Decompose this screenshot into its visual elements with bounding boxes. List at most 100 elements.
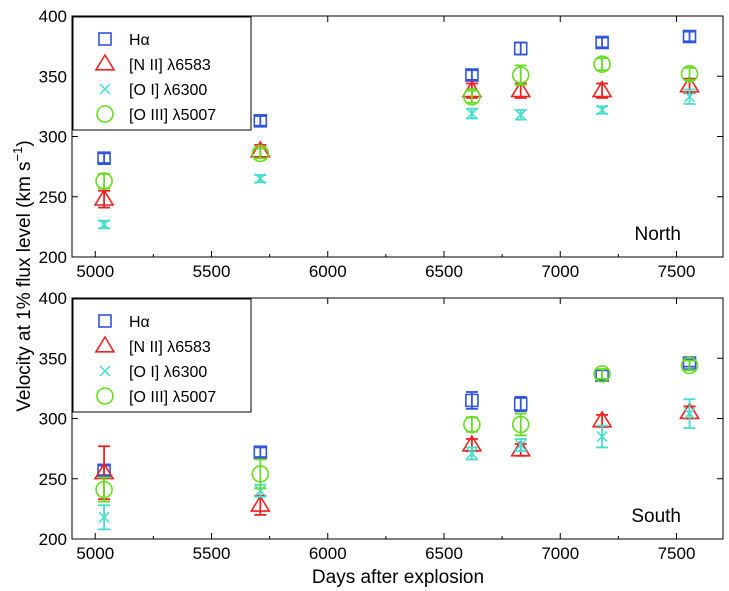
data-point-x-stroke-b	[98, 511, 110, 523]
y-axis-title-main: Velocity at 1% flux level (km s	[14, 161, 35, 411]
panel-label-south: South	[631, 506, 681, 527]
data-point-x	[254, 173, 266, 185]
data-point-x	[683, 408, 696, 420]
data-point-x	[515, 439, 527, 451]
data-point-square	[513, 397, 528, 411]
legend-label: [N II] λ6583	[129, 339, 211, 356]
legend-label: Hα	[129, 314, 150, 331]
x-tick-label: 5000	[76, 544, 114, 563]
data-point-triangle	[249, 494, 271, 512]
data-point-circle	[511, 66, 530, 84]
legend-label: [O III] λ5007	[129, 107, 216, 124]
data-point-x	[466, 108, 478, 120]
y-tick-label: 300	[39, 128, 67, 147]
x-tick-label: 5500	[193, 262, 231, 281]
legend-label: [O I] λ6300	[129, 364, 207, 381]
panel-south: 5000 5500 6000 6500 7000 7500 200 250 300 350 400 H…	[39, 289, 724, 563]
data-point-x-stroke-b	[596, 431, 608, 443]
data-point-circle	[251, 144, 270, 163]
data-point-square	[253, 445, 268, 460]
y-tick-label: 200	[39, 530, 67, 549]
x-tick-label: 6000	[309, 262, 347, 281]
data-point-x	[596, 431, 608, 443]
y-tick-label: 200	[39, 248, 67, 267]
y-tick-label: 300	[39, 410, 67, 429]
data-point-x-stroke-b	[466, 447, 478, 459]
x-tick-label: 5000	[76, 262, 114, 281]
data-point-x-stroke-b	[683, 91, 696, 103]
data-point-square	[465, 393, 479, 408]
y-tick-label: 250	[39, 188, 67, 207]
x-axis-title: Days after explosion	[312, 567, 484, 588]
series-south-0	[97, 356, 697, 478]
series-north-3	[95, 55, 699, 190]
legend-marker-x-stroke-b	[99, 83, 111, 95]
legend-marker-x	[99, 83, 111, 95]
panel-label-north: North	[635, 224, 681, 245]
series-north-0	[97, 29, 697, 165]
legend-marker-circle	[96, 387, 114, 405]
data-point-circle	[680, 356, 699, 375]
data-point-x-stroke-b	[254, 485, 266, 497]
data-point-triangle	[510, 80, 532, 98]
legend-label: Hα	[129, 32, 150, 49]
y-axis-title-suffix: )	[14, 140, 35, 146]
data-point-circle	[511, 415, 530, 434]
y-tick-label: 400	[39, 7, 67, 26]
data-point-square	[513, 41, 528, 56]
data-point-x	[515, 109, 527, 121]
y-tick-label: 250	[39, 470, 67, 489]
x-tick-label: 7000	[541, 262, 579, 281]
series-south-1	[93, 401, 700, 516]
y-tick-label: 350	[39, 349, 67, 368]
legend-marker-circle	[96, 105, 114, 123]
data-point-x	[466, 447, 478, 459]
data-point-x	[98, 511, 110, 523]
data-point-circle	[95, 480, 113, 499]
data-point-x	[683, 91, 696, 103]
y-axis-title: Velocity at 1% flux level (km s−1)	[10, 140, 35, 411]
legend-box	[72, 298, 252, 413]
x-tick-label: 6500	[425, 544, 463, 563]
x-tick-label: 5500	[193, 544, 231, 563]
data-point-square	[253, 114, 268, 128]
data-point-x-stroke-b	[254, 173, 266, 185]
data-point-x-stroke-b	[466, 108, 478, 120]
data-point-square	[682, 29, 697, 44]
legend-marker-triangle	[94, 335, 116, 353]
data-point-x	[254, 485, 266, 497]
legend-box	[72, 16, 252, 131]
y-tick-label: 350	[39, 67, 67, 86]
legend-label: [N II] λ6583	[129, 57, 211, 74]
x-tick-label: 6000	[309, 544, 347, 563]
data-point-triangle	[510, 439, 532, 457]
legend-label: [O I] λ6300	[129, 82, 207, 99]
panel-north: 5000 5500 6000 6500 7000 7500 200 250 300 350 400 H…	[39, 7, 724, 281]
x-tick-label: 6500	[425, 262, 463, 281]
data-point-circle	[463, 415, 481, 434]
series-north-2	[98, 88, 696, 230]
y-axis-title-superscript: −1	[10, 147, 25, 162]
data-point-triangle	[93, 188, 115, 206]
series-south-2	[98, 398, 696, 531]
data-point-x-stroke-b	[596, 104, 608, 116]
data-point-circle	[593, 365, 611, 383]
data-point-triangle	[591, 80, 613, 98]
legend-marker-x-stroke-b	[99, 365, 111, 377]
data-point-x-stroke-b	[515, 109, 527, 121]
data-point-circle	[463, 87, 481, 106]
data-point-x-stroke-b	[683, 408, 696, 420]
data-point-square	[97, 151, 111, 165]
series-south-3	[95, 356, 699, 503]
data-point-square	[595, 35, 609, 50]
data-point-x	[596, 104, 608, 116]
data-point-x-stroke-b	[515, 439, 527, 451]
legend-marker-square	[98, 314, 112, 328]
data-point-circle	[251, 465, 270, 483]
data-point-x-stroke-b	[98, 218, 110, 230]
data-point-circle	[95, 172, 113, 190]
data-point-circle	[680, 65, 699, 83]
legend-south: Hα [N II] λ6583 [O I] λ6300 [O III] λ5007	[72, 298, 252, 413]
legend-north: Hα [N II] λ6583 [O I] λ6300 [O III] λ5007	[72, 16, 252, 131]
